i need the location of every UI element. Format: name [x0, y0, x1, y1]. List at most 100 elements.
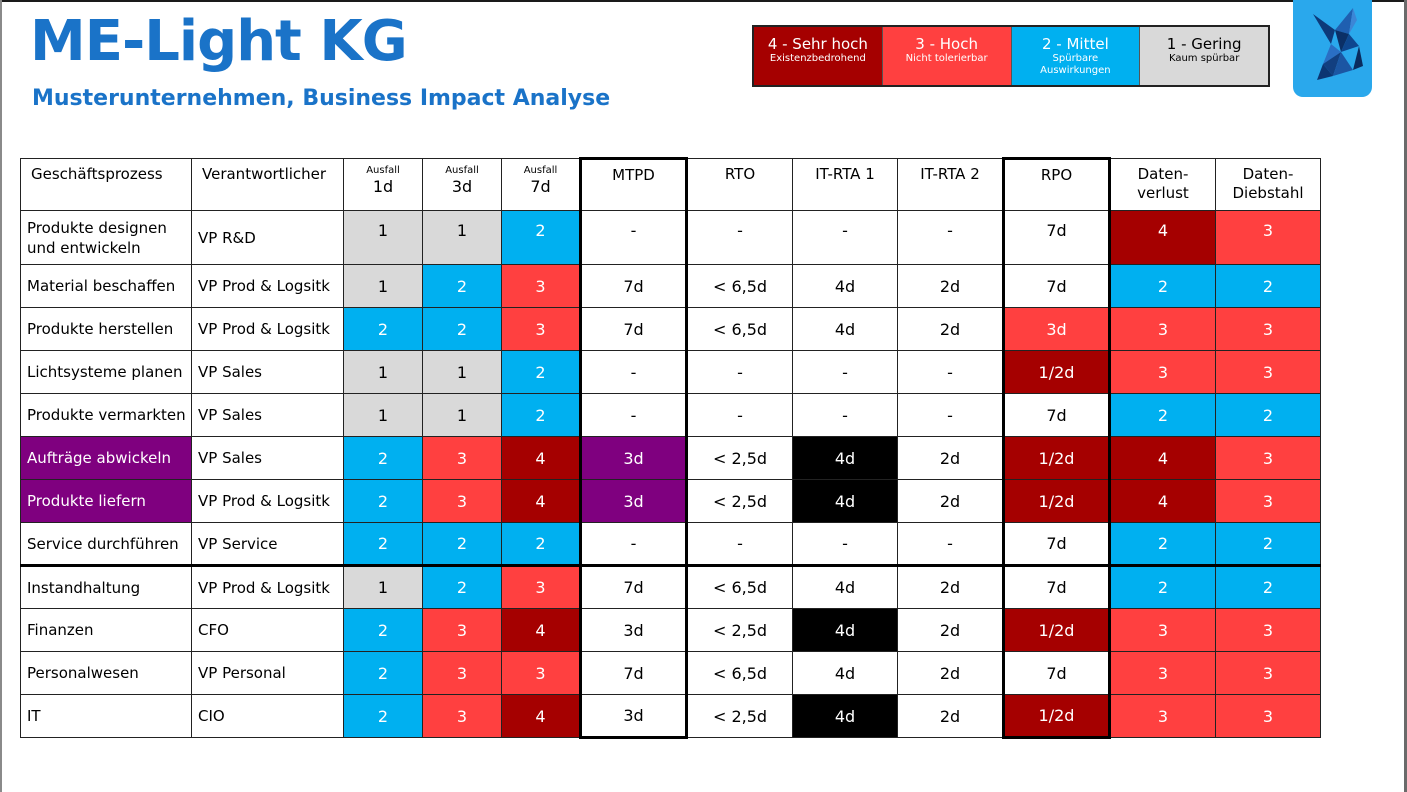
cell-mtpd: 3d	[579, 436, 688, 480]
cell-rpo: 1/2d	[1002, 694, 1111, 739]
cell-ausfall-1d: 2	[343, 694, 423, 738]
cell-it-rta-1: 4d	[792, 608, 898, 652]
cell-ausfall-7d: 4	[501, 608, 581, 652]
cell-rto: < 2,5d	[686, 694, 793, 738]
cell-ausfall-3d: 3	[422, 479, 502, 523]
cell-ausfall-1d: 2	[343, 651, 423, 695]
cell-datendiebstahl: 3	[1215, 479, 1321, 523]
legend-title: 1 - Gering	[1166, 35, 1242, 53]
table-row: Service durchführen VP Service 2 2 2- - - -7d 2…	[20, 522, 1321, 566]
cell-rto: < 2,5d	[686, 436, 793, 480]
cell-it-rta-1: 4d	[792, 436, 898, 480]
cell-ausfall-7d: 2	[501, 210, 581, 265]
cell-it-rta-1: 4d	[792, 651, 898, 695]
cell-ausfall-1d: 1	[343, 564, 423, 609]
cell-process: Aufträge abwickeln	[20, 436, 192, 480]
cell-ausfall-7d: 4	[501, 694, 581, 738]
cell-datenverlust: 2	[1109, 522, 1216, 566]
cell-ausfall-7d: 3	[501, 307, 581, 351]
cell-process: Produkte herstellen	[20, 307, 192, 351]
cell-ausfall-1d: 2	[343, 522, 423, 566]
cell-mtpd: 3d	[579, 694, 688, 739]
table-row: Produkte designen und entwickeln VP R&D 1 1…	[20, 210, 1321, 265]
cell-ausfall-1d: 1	[343, 393, 423, 437]
cell-owner: VP Prod & Logsitk	[191, 307, 344, 351]
legend-item-4: 4 - Sehr hoch Existenzbedrohend	[754, 27, 883, 85]
legend-subtitle: Kaum spürbar	[1168, 53, 1240, 64]
legend-title: 4 - Sehr hoch	[767, 35, 868, 53]
cell-ausfall-7d: 2	[501, 522, 581, 566]
cell-datenverlust: 3	[1109, 608, 1216, 652]
table-row: Produkte vermarkten VP Sales 1 1 2- - - -7d 2 2	[20, 393, 1321, 437]
bird-icon	[1313, 8, 1363, 80]
legend-item-2: 2 - Mittel Spürbare Auswirkungen	[1011, 27, 1141, 85]
cell-process: Instandhaltung	[20, 564, 192, 609]
cell-it-rta-1: 4d	[792, 307, 898, 351]
cell-datendiebstahl: 3	[1215, 307, 1321, 351]
cell-process: Finanzen	[20, 608, 192, 652]
cell-it-rta-2: 2d	[897, 651, 1004, 695]
table-row: Personalwesen VP Personal 2 3 3 7d < 6,5d 4d 2d 7…	[20, 651, 1321, 695]
cell-it-rta-2: 2d	[897, 436, 1004, 480]
cell-rto: < 6,5d	[686, 651, 793, 695]
cell-owner: VP R&D	[191, 210, 344, 265]
cell-owner: VP Personal	[191, 651, 344, 695]
cell-ausfall-3d: 3	[422, 651, 502, 695]
page-title: ME-Light KG	[30, 9, 408, 74]
cell-it-rta-2: 2d	[897, 479, 1004, 523]
cell-rpo: 7d	[1002, 393, 1111, 437]
cell-datenverlust: 3	[1109, 651, 1216, 695]
cell-ausfall-7d: 3	[501, 651, 581, 695]
table-body: Produkte designen und entwickeln VP R&D 1 1…	[20, 210, 1321, 739]
impact-legend: 4 - Sehr hoch Existenzbedrohend 3 - Hoch…	[752, 25, 1270, 87]
frame-right-border	[1404, 0, 1407, 792]
col-header-ausfall-1d: Ausfall 1d	[343, 158, 423, 211]
cell-ausfall-3d: 2	[422, 307, 502, 351]
cell-rto: -	[686, 522, 793, 566]
legend-subtitle: Existenzbedrohend	[769, 53, 866, 64]
cell-it-rta-1: 4d	[792, 694, 898, 738]
cell-it-rta-2: 2d	[897, 694, 1004, 738]
cell-datendiebstahl: 3	[1215, 436, 1321, 480]
cell-ausfall-1d: 1	[343, 350, 423, 394]
cell-process: Service durchführen	[20, 522, 192, 566]
cell-owner: VP Sales	[191, 393, 344, 437]
cell-datendiebstahl: 2	[1215, 564, 1321, 609]
cell-rpo: 1/2d	[1002, 608, 1111, 652]
cell-ausfall-3d: 2	[422, 522, 502, 566]
cell-mtpd: -	[579, 210, 688, 265]
col-header-rpo: RPO	[1002, 157, 1111, 211]
col-header-process: Geschäftsprozess	[20, 158, 192, 211]
cell-ausfall-7d: 2	[501, 350, 581, 394]
cell-mtpd: 3d	[579, 479, 688, 523]
legend-item-3: 3 - Hoch Nicht tolerierbar	[882, 27, 1012, 85]
cell-it-rta-2: 2d	[897, 608, 1004, 652]
cell-process: Produkte liefern	[20, 479, 192, 523]
cell-ausfall-3d: 3	[422, 694, 502, 738]
col-header-mtpd: MTPD	[579, 157, 688, 211]
cell-datendiebstahl: 2	[1215, 264, 1321, 308]
cell-process: IT	[20, 694, 192, 738]
cell-datendiebstahl: 3	[1215, 210, 1321, 265]
cell-process: Produkte vermarkten	[20, 393, 192, 437]
cell-owner: VP Sales	[191, 350, 344, 394]
cell-rpo: 7d	[1002, 210, 1111, 265]
table-row: IT CIO 2 3 4 3d < 2,5d 4d 2d 1/2d 3 3	[20, 694, 1321, 739]
cell-process: Personalwesen	[20, 651, 192, 695]
col-header-datendiebstahl: Daten- Diebstahl	[1215, 158, 1321, 211]
cell-datenverlust: 3	[1109, 350, 1216, 394]
cell-ausfall-3d: 2	[422, 264, 502, 308]
legend-subtitle: Nicht tolerierbar	[905, 53, 988, 64]
cell-it-rta-1: 4d	[792, 264, 898, 308]
cell-it-rta-1: 4d	[792, 479, 898, 523]
cell-rpo: 3d	[1002, 307, 1111, 351]
cell-owner: VP Service	[191, 522, 344, 566]
cell-ausfall-7d: 2	[501, 393, 581, 437]
cell-mtpd: 3d	[579, 608, 688, 652]
cell-rto: < 2,5d	[686, 479, 793, 523]
cell-mtpd: -	[579, 393, 688, 437]
table-header-row: Geschäftsprozess Verantwortlicher Ausfal…	[20, 157, 1321, 211]
cell-it-rta-1: -	[792, 393, 898, 437]
cell-rto: -	[686, 393, 793, 437]
cell-ausfall-3d: 1	[422, 350, 502, 394]
